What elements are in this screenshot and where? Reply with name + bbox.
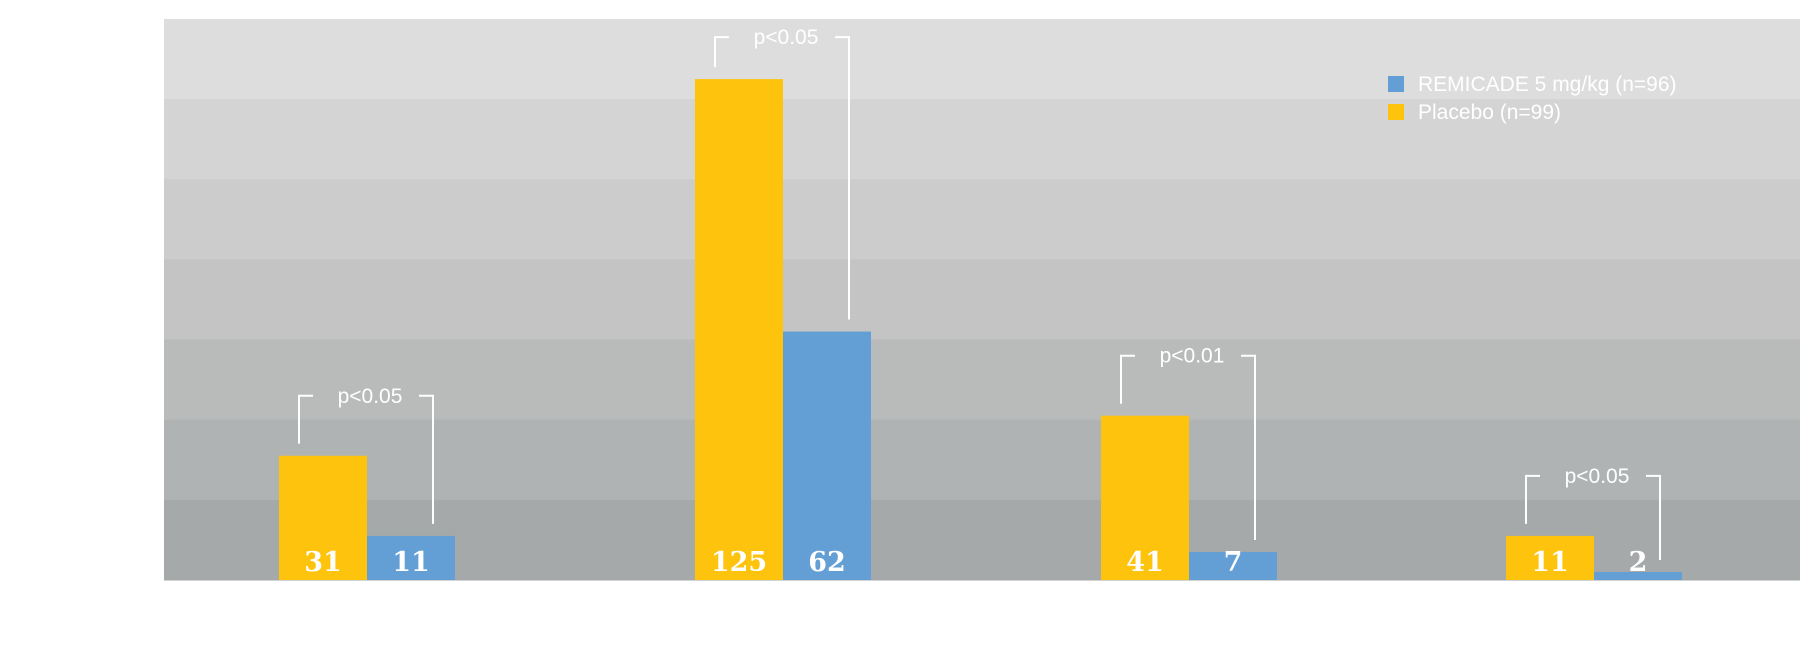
bar [1189, 551, 1277, 580]
bar [279, 455, 367, 580]
data-label: 11 [1531, 547, 1569, 578]
significance-label: p<0.05 [1565, 465, 1630, 488]
bracket-right [1241, 354, 1256, 540]
grid-band [164, 419, 1800, 501]
bar [1594, 571, 1682, 580]
grid-band [164, 179, 1800, 260]
grid-band [164, 339, 1800, 421]
data-label: 7 [1224, 547, 1243, 578]
data-label: 31 [304, 547, 342, 578]
data-label: 11 [392, 547, 430, 578]
legend: REMICADE 5 mg/kg (n=96) Placebo (n=99) [1388, 73, 1677, 124]
significance-label: p<0.05 [338, 385, 403, 408]
bar [367, 535, 455, 580]
bracket-left [1120, 354, 1135, 404]
grid-band [164, 259, 1800, 341]
data-label: 125 [711, 547, 767, 578]
significance-label: p<0.05 [754, 26, 819, 49]
bracket-left [714, 36, 729, 68]
significance-label: p<0.01 [1160, 345, 1225, 368]
value-labels: 31 125 41 11 11 62 7 2 [304, 547, 1647, 578]
bar [695, 79, 783, 580]
data-label: 62 [808, 547, 846, 578]
bar [1506, 535, 1594, 580]
plot-background [164, 19, 1800, 581]
bracket-left [1525, 474, 1540, 524]
bar [783, 331, 871, 580]
legend-label: Placebo (n=99) [1418, 101, 1561, 124]
bracket-right [835, 36, 850, 320]
bracket-right [1646, 474, 1661, 560]
legend-swatch [1388, 76, 1404, 92]
significance-brackets: p<0.05 p<0.05 p<0.01 p<0.05 [298, 26, 1661, 560]
data-label: 2 [1629, 547, 1648, 578]
bars [279, 79, 1682, 580]
legend-swatch [1388, 104, 1404, 120]
bracket-left [298, 394, 313, 444]
legend-label: REMICADE 5 mg/kg (n=96) [1418, 73, 1677, 96]
bracket-right [419, 394, 434, 524]
grid-band [164, 99, 1800, 180]
grid-band [164, 19, 1800, 100]
data-label: 41 [1126, 547, 1164, 578]
bar [1101, 415, 1189, 580]
